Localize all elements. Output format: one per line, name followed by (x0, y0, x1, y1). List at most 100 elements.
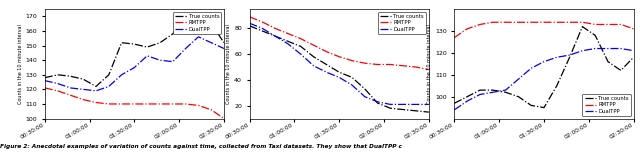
RMTPP (54, 90, 61, 92)
RMTPP (630, 28, 637, 30)
True counts (207, 23, 215, 25)
True counts (502, 91, 509, 93)
DualTPP (41, 80, 49, 81)
True counts (220, 42, 228, 44)
DualTPP (207, 42, 215, 44)
RMTPP (502, 21, 509, 23)
DualTPP (361, 96, 369, 98)
True counts (630, 56, 637, 58)
DualTPP (540, 61, 548, 63)
RMTPP (271, 28, 279, 29)
True counts (323, 64, 330, 65)
RMTPP (182, 103, 189, 105)
DualTPP (451, 109, 458, 111)
RMTPP (425, 69, 433, 71)
RMTPP (566, 21, 573, 23)
DualTPP (271, 35, 279, 37)
RMTPP (220, 118, 228, 119)
True counts (604, 61, 612, 63)
RMTPP (156, 103, 164, 105)
DualTPP (527, 67, 535, 69)
True counts (399, 109, 407, 111)
DualTPP (54, 83, 61, 85)
DualTPP (348, 84, 356, 86)
DualTPP (387, 104, 394, 105)
DualTPP (284, 43, 292, 45)
True counts (310, 56, 317, 58)
RMTPP (335, 56, 343, 58)
True counts (476, 89, 484, 91)
DualTPP (323, 71, 330, 73)
RMTPP (195, 105, 202, 106)
DualTPP (220, 48, 228, 49)
RMTPP (131, 103, 138, 105)
True counts (579, 26, 586, 28)
Line: RMTPP: RMTPP (45, 88, 224, 119)
RMTPP (399, 65, 407, 67)
Line: DualTPP: DualTPP (454, 48, 634, 110)
Line: RMTPP: RMTPP (250, 17, 429, 70)
DualTPP (259, 28, 266, 29)
Y-axis label: Counts in the 10 minute interval: Counts in the 10 minute interval (227, 24, 231, 104)
True counts (591, 35, 599, 36)
Line: True counts: True counts (454, 27, 634, 108)
RMTPP (143, 103, 151, 105)
True counts (553, 85, 561, 87)
RMTPP (259, 21, 266, 23)
Legend: True counts, RMTPP, DualTPP: True counts, RMTPP, DualTPP (173, 12, 221, 34)
True counts (182, 13, 189, 14)
DualTPP (335, 76, 343, 78)
Legend: True counts, RMTPP, DualTPP: True counts, RMTPP, DualTPP (378, 12, 426, 34)
RMTPP (297, 38, 305, 40)
RMTPP (527, 21, 535, 23)
DualTPP (463, 100, 471, 102)
True counts (41, 77, 49, 79)
RMTPP (92, 102, 100, 103)
True counts (361, 88, 369, 90)
DualTPP (399, 104, 407, 105)
DualTPP (412, 104, 420, 105)
True counts (617, 69, 625, 71)
DualTPP (553, 56, 561, 58)
True counts (259, 30, 266, 32)
Line: DualTPP: DualTPP (250, 23, 429, 104)
True counts (54, 74, 61, 76)
True counts (105, 74, 113, 76)
RMTPP (604, 24, 612, 25)
True counts (387, 107, 394, 109)
RMTPP (387, 64, 394, 65)
DualTPP (502, 89, 509, 91)
True counts (271, 35, 279, 37)
DualTPP (92, 90, 100, 92)
DualTPP (476, 94, 484, 95)
DualTPP (566, 54, 573, 56)
RMTPP (553, 21, 561, 23)
DualTPP (604, 48, 612, 49)
True counts (156, 42, 164, 44)
True counts (374, 102, 381, 104)
True counts (143, 46, 151, 48)
True counts (489, 89, 497, 91)
True counts (348, 76, 356, 78)
RMTPP (451, 37, 458, 38)
True counts (412, 110, 420, 112)
True counts (540, 107, 548, 109)
RMTPP (67, 94, 74, 96)
Line: True counts: True counts (250, 26, 429, 112)
DualTPP (297, 53, 305, 55)
Y-axis label: Counts in the 10 minute interval: Counts in the 10 minute interval (428, 24, 432, 104)
DualTPP (425, 104, 433, 105)
DualTPP (579, 50, 586, 52)
DualTPP (246, 22, 253, 24)
RMTPP (374, 64, 381, 65)
RMTPP (591, 24, 599, 25)
RMTPP (348, 60, 356, 62)
Line: DualTPP: DualTPP (45, 37, 224, 91)
Line: RMTPP: RMTPP (454, 22, 634, 38)
RMTPP (515, 21, 522, 23)
True counts (246, 25, 253, 27)
True counts (297, 46, 305, 47)
DualTPP (118, 74, 125, 76)
DualTPP (374, 101, 381, 103)
RMTPP (412, 66, 420, 68)
